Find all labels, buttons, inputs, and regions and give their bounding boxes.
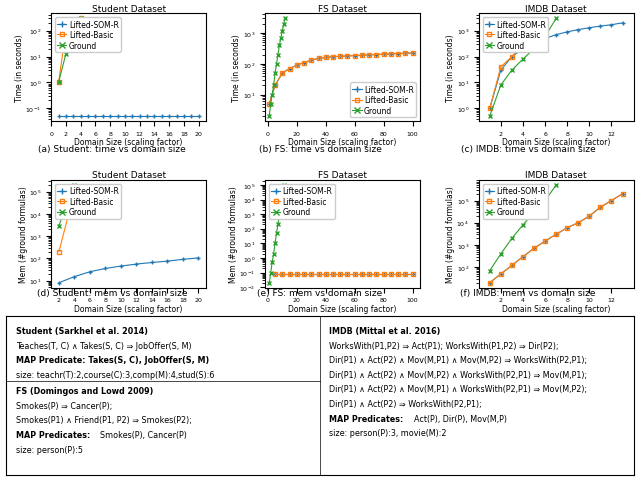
Legend: Lifted-SOM-R, Lifted-Basic, Ground: Lifted-SOM-R, Lifted-Basic, Ground xyxy=(55,18,121,53)
Text: size: person(P):3, movie(M):2: size: person(P):3, movie(M):2 xyxy=(330,428,447,437)
Text: MAP Predicates:: MAP Predicates: xyxy=(330,414,406,423)
X-axis label: Domain Size (scaling factor): Domain Size (scaling factor) xyxy=(502,304,611,313)
Text: Smokes(P1) ∧ Friend(P1, P2) ⇒ Smokes(P2);: Smokes(P1) ∧ Friend(P1, P2) ⇒ Smokes(P2)… xyxy=(16,416,192,424)
Title: IMDB Dataset: IMDB Dataset xyxy=(525,171,587,180)
X-axis label: Domain Size (scaling factor): Domain Size (scaling factor) xyxy=(502,138,611,147)
Legend: Lifted-SOM-R, Lifted-Basic, Ground: Lifted-SOM-R, Lifted-Basic, Ground xyxy=(483,184,548,219)
Text: Act(P), Dir(P), Mov(M,P): Act(P), Dir(P), Mov(M,P) xyxy=(414,414,507,423)
Legend: Lifted-SOM-R, Lifted-Basic, Ground: Lifted-SOM-R, Lifted-Basic, Ground xyxy=(483,18,548,53)
Title: Student Dataset: Student Dataset xyxy=(92,5,166,13)
Text: Dir(P1) ∧ Act(P2) ∧ Mov(M,P1) ∧ Mov(M,P2) ⇒ WorksWith(P2,P1);: Dir(P1) ∧ Act(P2) ∧ Mov(M,P1) ∧ Mov(M,P2… xyxy=(330,356,588,364)
Text: (d) Student: mem vs domain size: (d) Student: mem vs domain size xyxy=(36,288,188,297)
Legend: Lifted-SOM-R, Lifted-Basic, Ground: Lifted-SOM-R, Lifted-Basic, Ground xyxy=(55,184,121,219)
Title: FS Dataset: FS Dataset xyxy=(318,5,367,13)
Text: size: person(P):5: size: person(P):5 xyxy=(16,444,83,454)
Text: Teaches(T, C) ∧ Takes(S, C) ⇒ JobOffer(S, M): Teaches(T, C) ∧ Takes(S, C) ⇒ JobOffer(S… xyxy=(16,341,191,350)
Text: Smokes(P), Cancer(P): Smokes(P), Cancer(P) xyxy=(100,430,188,439)
X-axis label: Domain Size (scaling factor): Domain Size (scaling factor) xyxy=(288,138,397,147)
Y-axis label: Time (in seconds): Time (in seconds) xyxy=(15,34,24,102)
Text: MAP Predicate: Takes(S, C), JobOffer(S, M): MAP Predicate: Takes(S, C), JobOffer(S, … xyxy=(16,356,209,364)
Text: (e) FS: mem vs domain size: (e) FS: mem vs domain size xyxy=(257,288,383,297)
Title: Student Dataset: Student Dataset xyxy=(92,171,166,180)
Text: MAP Predicates:: MAP Predicates: xyxy=(16,430,93,439)
X-axis label: Domain Size (scaling factor): Domain Size (scaling factor) xyxy=(74,304,183,313)
X-axis label: Domain Size (scaling factor): Domain Size (scaling factor) xyxy=(288,304,397,313)
X-axis label: Domain Size (scaling factor): Domain Size (scaling factor) xyxy=(74,138,183,147)
Text: Dir(P1) ∧ Act(P2) ∧ Mov(M,P1) ∧ WorksWith(P2,P1) ⇒ Mov(M,P2);: Dir(P1) ∧ Act(P2) ∧ Mov(M,P1) ∧ WorksWit… xyxy=(330,384,588,394)
Text: (b) FS: time vs domain size: (b) FS: time vs domain size xyxy=(259,144,381,153)
Y-axis label: Mem (#ground formulas): Mem (#ground formulas) xyxy=(446,186,455,283)
Y-axis label: Time (in seconds): Time (in seconds) xyxy=(446,34,455,102)
Text: Smokes(P) ⇒ Cancer(P);: Smokes(P) ⇒ Cancer(P); xyxy=(16,401,112,410)
Title: FS Dataset: FS Dataset xyxy=(318,171,367,180)
Legend: Lifted-SOM-R, Lifted-Basic, Ground: Lifted-SOM-R, Lifted-Basic, Ground xyxy=(350,84,416,118)
Text: Dir(P1) ∧ Act(P2) ∧ Mov(M,P2) ∧ WorksWith(P2,P1) ⇒ Mov(M,P1);: Dir(P1) ∧ Act(P2) ∧ Mov(M,P2) ∧ WorksWit… xyxy=(330,370,588,379)
Title: IMDB Dataset: IMDB Dataset xyxy=(525,5,587,13)
Text: Dir(P1) ∧ Act(P2) ⇒ WorksWith(P2,P1);: Dir(P1) ∧ Act(P2) ⇒ WorksWith(P2,P1); xyxy=(330,399,482,408)
Text: WorksWith(P1,P2) ⇒ Act(P1); WorksWith(P1,P2) ⇒ Dir(P2);: WorksWith(P1,P2) ⇒ Act(P1); WorksWith(P1… xyxy=(330,341,559,350)
Y-axis label: Mem (#ground formulas): Mem (#ground formulas) xyxy=(228,186,238,283)
Legend: Lifted-SOM-R, Lifted-Basic, Ground: Lifted-SOM-R, Lifted-Basic, Ground xyxy=(269,184,335,219)
Text: (a) Student: time vs domain size: (a) Student: time vs domain size xyxy=(38,144,186,153)
Text: FS (Domingos and Lowd 2009): FS (Domingos and Lowd 2009) xyxy=(16,386,153,396)
Text: (c) IMDB: time vs domain size: (c) IMDB: time vs domain size xyxy=(461,144,595,153)
Y-axis label: Time (in seconds): Time (in seconds) xyxy=(232,34,241,102)
Text: (f) IMDB: mem vs domain size: (f) IMDB: mem vs domain size xyxy=(460,288,596,297)
Text: Student (Sarkhel et al. 2014): Student (Sarkhel et al. 2014) xyxy=(16,326,148,336)
Y-axis label: Mem (#ground formulas): Mem (#ground formulas) xyxy=(19,186,28,283)
Text: IMDB (Mittal et al. 2016): IMDB (Mittal et al. 2016) xyxy=(330,326,441,336)
Text: size: teachr(T):2,course(C):3,comp(M):4,stud(S):6: size: teachr(T):2,course(C):3,comp(M):4,… xyxy=(16,370,214,379)
